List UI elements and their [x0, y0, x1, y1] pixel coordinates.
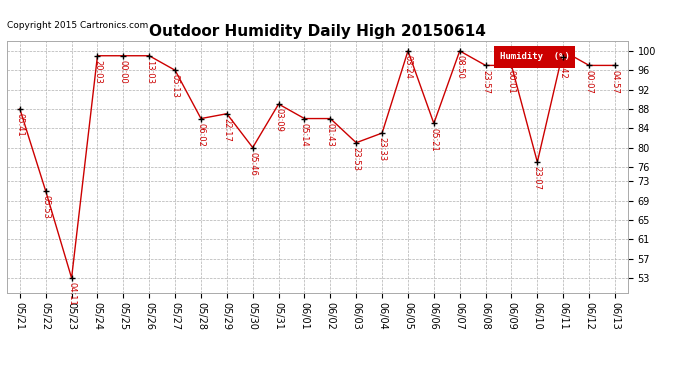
- Text: 20:42: 20:42: [559, 55, 568, 79]
- Text: 03:09: 03:09: [274, 108, 283, 132]
- Text: 05:21: 05:21: [429, 128, 438, 151]
- Text: 22:17: 22:17: [222, 118, 231, 142]
- Text: 06:02: 06:02: [197, 123, 206, 147]
- Text: 05:41: 05:41: [15, 113, 24, 137]
- Title: Outdoor Humidity Daily High 20150614: Outdoor Humidity Daily High 20150614: [149, 24, 486, 39]
- Text: 23:33: 23:33: [377, 137, 386, 161]
- Text: 04:57: 04:57: [611, 70, 620, 93]
- Text: 00:01: 00:01: [507, 70, 516, 93]
- Text: 00:00: 00:00: [119, 60, 128, 84]
- Text: 05:13: 05:13: [170, 74, 179, 98]
- Text: 23:57: 23:57: [481, 70, 490, 94]
- Text: 13:03: 13:03: [145, 60, 154, 84]
- Text: 00:07: 00:07: [584, 70, 593, 93]
- Text: 03:24: 03:24: [404, 55, 413, 79]
- Text: 01:43: 01:43: [326, 123, 335, 147]
- Text: 04:11: 04:11: [67, 282, 76, 306]
- Text: 23:07: 23:07: [533, 166, 542, 190]
- Text: 05:14: 05:14: [300, 123, 309, 147]
- Text: 08:50: 08:50: [455, 55, 464, 79]
- Text: 05:46: 05:46: [248, 152, 257, 176]
- Text: 23:53: 23:53: [352, 147, 361, 171]
- Text: Copyright 2015 Cartronics.com: Copyright 2015 Cartronics.com: [7, 21, 148, 30]
- Text: 20:03: 20:03: [93, 60, 102, 84]
- Text: 05:53: 05:53: [41, 195, 50, 219]
